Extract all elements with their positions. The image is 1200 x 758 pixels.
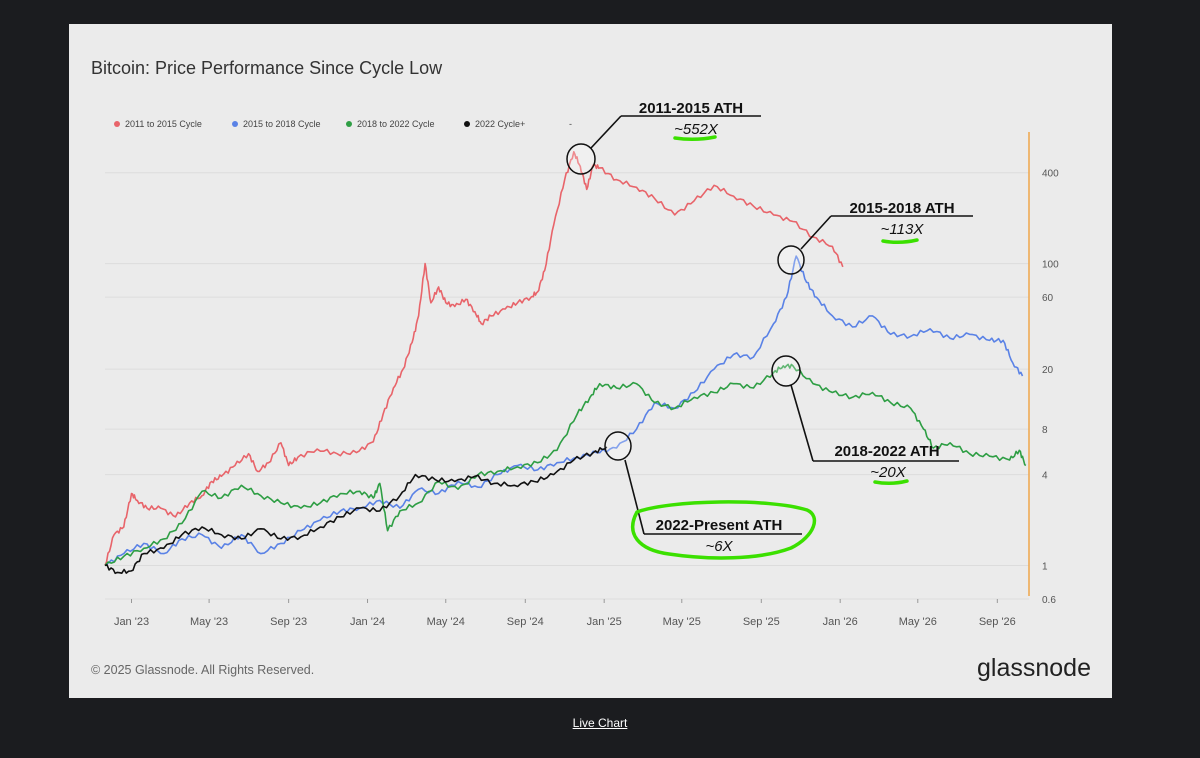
legend-label: 2011 to 2015 Cycle <box>125 119 202 129</box>
y-tick-label: 0.6 <box>1042 595 1056 606</box>
green-underline-highlight <box>673 135 717 142</box>
grid <box>105 172 1029 600</box>
x-tick-label: May '26 <box>899 616 937 628</box>
annotation-value: ~552X <box>674 121 719 138</box>
ath-circle <box>771 355 801 387</box>
live-chart-link[interactable]: Live Chart <box>572 716 628 730</box>
green-underline-highlight <box>881 238 919 245</box>
x-tick-label: Jan '25 <box>587 616 622 628</box>
x-tick-label: Sep '25 <box>743 616 780 628</box>
annotation-connector <box>800 215 832 250</box>
legend-dot <box>114 121 120 127</box>
x-axis-ticks: Jan '23 May '23 Sep '23 Jan '24 May '24 Sep '… <box>114 599 1016 628</box>
x-tick-label: May '25 <box>663 616 701 628</box>
x-tick-label: May '23 <box>190 616 228 628</box>
legend-label: 2018 to 2022 Cycle <box>357 119 435 129</box>
series-line <box>104 446 608 575</box>
ath-circle <box>604 431 632 461</box>
chart-card: Bitcoin: Price Performance Since Cycle L… <box>69 24 1112 698</box>
y-tick-label: 1 <box>1042 562 1048 573</box>
y-tick-label: 60 <box>1042 293 1054 304</box>
green-underline-highlight <box>873 479 909 486</box>
x-tick-label: Sep '24 <box>507 616 544 628</box>
x-tick-label: Jan '24 <box>350 616 385 628</box>
legend-dot <box>464 121 470 127</box>
annotation-title: 2018-2022 ATH <box>834 443 939 460</box>
y-tick-label: 100 <box>1042 260 1059 271</box>
y-tick-label: 20 <box>1042 365 1054 376</box>
y-tick-label: 4 <box>1042 471 1048 482</box>
annotation-title: 2015-2018 ATH <box>849 200 954 217</box>
copyright-text: © 2025 Glassnode. All Rights Reserved. <box>91 663 314 677</box>
annotation-value: ~113X <box>881 221 925 238</box>
annotations: 2011-2015 ATH ~552X 2015-2018 ATH ~113X 2018… <box>566 100 973 560</box>
legend-dot <box>232 121 238 127</box>
ath-circle <box>566 143 596 175</box>
y-tick-label: 8 <box>1042 425 1048 436</box>
y-tick-label: 400 <box>1042 169 1059 180</box>
ath-circle <box>777 245 805 275</box>
series-group <box>104 151 1027 575</box>
legend-label: - <box>569 119 572 129</box>
series-line <box>104 151 844 566</box>
x-tick-label: May '24 <box>427 616 465 628</box>
brand-logo-text: glassnode <box>977 654 1091 682</box>
x-tick-label: Sep '26 <box>979 616 1016 628</box>
annotation-connector <box>790 384 814 462</box>
annotation-connector <box>590 115 622 149</box>
annotation-connector <box>624 459 645 535</box>
series-line <box>104 363 1027 567</box>
legend-label: 2015 to 2018 Cycle <box>243 119 321 129</box>
annotation-title: 2022-Present ATH <box>656 517 783 534</box>
y-axis-ticks: 0.6 1 4 8 20 60 100 400 <box>1042 169 1059 606</box>
chart-title: Bitcoin: Price Performance Since Cycle L… <box>91 58 443 78</box>
x-tick-label: Sep '23 <box>270 616 307 628</box>
annotation-title: 2011-2015 ATH <box>639 100 743 117</box>
x-tick-label: Jan '26 <box>823 616 858 628</box>
annotation-value: ~20X <box>870 464 906 481</box>
chart-svg: Bitcoin: Price Performance Since Cycle L… <box>91 58 1091 682</box>
x-tick-label: Jan '23 <box>114 616 149 628</box>
legend-dot <box>346 121 352 127</box>
series-line <box>104 255 1024 567</box>
legend-label: 2022 Cycle+ <box>475 119 525 129</box>
annotation-value: ~6X <box>705 538 733 555</box>
green-oval-highlight <box>630 500 817 560</box>
legend: 2011 to 2015 Cycle 2015 to 2018 Cycle 2018… <box>114 119 572 129</box>
